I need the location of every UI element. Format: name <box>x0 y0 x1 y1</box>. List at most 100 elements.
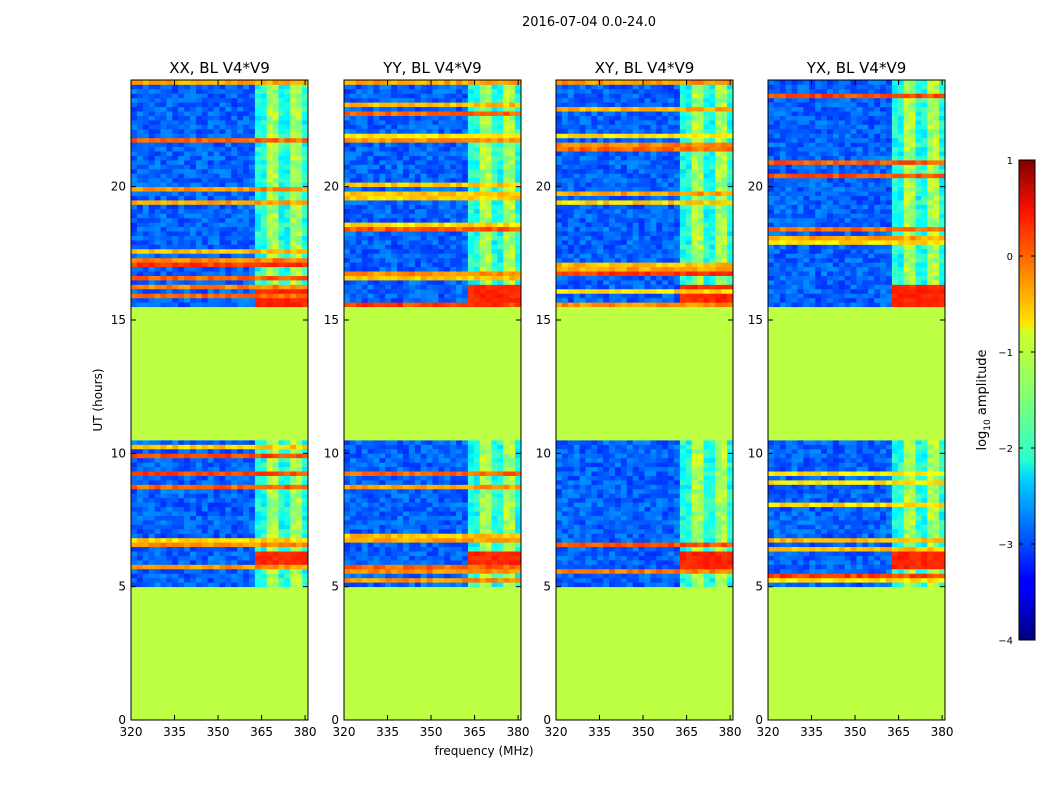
heatmap-cell <box>195 408 203 414</box>
heatmap-cell <box>213 395 220 401</box>
heatmap-cell <box>142 640 150 645</box>
heatmap-cell <box>166 311 173 316</box>
heatmap-cell <box>172 480 179 485</box>
heatmap-cell <box>136 235 144 241</box>
heatmap-cell <box>213 360 220 365</box>
heatmap-cell <box>456 706 463 712</box>
heatmap-cell <box>290 342 297 348</box>
heatmap-cell <box>131 275 138 281</box>
heatmap-cell <box>225 671 232 676</box>
heatmap-cell <box>136 573 144 579</box>
heatmap-cell <box>302 635 308 641</box>
heatmap-cell <box>201 160 209 165</box>
heatmap-cell <box>172 493 179 499</box>
heatmap-cell <box>148 146 155 152</box>
heatmap-cell <box>225 284 232 290</box>
heatmap-cell <box>154 488 161 494</box>
heatmap-cell <box>131 306 138 312</box>
heatmap-cell <box>184 480 191 485</box>
heatmap-cell <box>260 128 268 134</box>
heatmap-cell <box>284 240 291 245</box>
heatmap-cell <box>148 284 155 290</box>
heatmap-cell <box>249 257 256 263</box>
heatmap-cell <box>278 102 285 108</box>
heatmap-cell <box>344 671 351 676</box>
heatmap-cell <box>290 315 297 321</box>
heatmap-cell <box>302 293 308 299</box>
heatmap-cell <box>254 231 262 236</box>
heatmap-cell <box>302 195 308 201</box>
heatmap-cell <box>148 328 155 334</box>
heatmap-cell <box>207 222 214 228</box>
heatmap-cell <box>284 537 291 543</box>
heatmap-cell <box>260 604 268 610</box>
heatmap-cell <box>190 315 197 321</box>
heatmap-cell <box>272 560 279 565</box>
heatmap-cell <box>225 373 232 379</box>
heatmap-cell <box>142 408 150 414</box>
heatmap-cell <box>444 675 451 681</box>
heatmap-cell <box>260 351 268 356</box>
heatmap-cell <box>142 631 150 636</box>
heatmap-cell <box>278 146 285 152</box>
heatmap-cell <box>172 297 179 303</box>
heatmap-cell <box>225 311 232 316</box>
heatmap-cell <box>249 311 256 316</box>
heatmap-cell <box>290 515 297 521</box>
heatmap-cell <box>249 448 256 454</box>
heatmap-cell <box>260 297 268 303</box>
heatmap-cell <box>243 195 250 201</box>
heatmap-cell <box>237 511 244 516</box>
heatmap-cell <box>184 617 191 623</box>
heatmap-cell <box>131 386 138 392</box>
heatmap-cell <box>266 160 273 165</box>
heatmap-cell <box>154 173 161 179</box>
heatmap-cell <box>278 93 285 99</box>
heatmap-cell <box>184 146 191 152</box>
heatmap-cell <box>201 320 209 325</box>
heatmap-cell <box>172 537 179 543</box>
heatmap-cell <box>166 271 173 276</box>
heatmap-cell <box>503 697 510 703</box>
heatmap-cell <box>249 328 256 334</box>
heatmap-cell <box>266 368 273 374</box>
heatmap-cell <box>243 435 250 441</box>
heatmap-cell <box>219 600 226 605</box>
heatmap-cell <box>148 111 155 116</box>
heatmap-cell <box>266 520 273 525</box>
heatmap-cell <box>213 182 220 188</box>
heatmap-cell <box>272 493 279 499</box>
heatmap-cell <box>172 186 179 192</box>
heatmap-cell <box>278 240 285 245</box>
heatmap-cell <box>426 680 433 685</box>
heatmap-cell <box>201 475 209 481</box>
heatmap-cell <box>237 475 244 481</box>
heatmap-cell <box>296 653 303 659</box>
heatmap-cell <box>178 137 185 143</box>
heatmap-cell <box>172 280 179 285</box>
heatmap-cell <box>243 328 250 334</box>
heatmap-cell <box>148 524 155 530</box>
heatmap-cell <box>260 142 268 148</box>
heatmap-cell <box>166 204 173 210</box>
heatmap-cell <box>272 182 279 188</box>
heatmap-cell <box>266 346 273 352</box>
heatmap-cell <box>296 368 303 374</box>
heatmap-cell <box>136 373 144 379</box>
heatmap-cell <box>272 271 279 276</box>
heatmap-cell <box>284 466 291 472</box>
heatmap-cell <box>302 271 308 276</box>
heatmap-cell <box>142 613 150 619</box>
heatmap-cell <box>379 693 386 699</box>
heatmap-cell <box>219 257 226 263</box>
heatmap-cell <box>201 573 209 579</box>
heatmap-cell <box>219 137 226 143</box>
heatmap-cell <box>290 453 297 459</box>
heatmap-cell <box>296 235 303 241</box>
heatmap-cell <box>142 191 150 196</box>
heatmap-cell <box>213 528 220 534</box>
heatmap-cell <box>349 648 357 654</box>
heatmap-cell <box>172 684 179 690</box>
heatmap-cell <box>243 168 250 174</box>
heatmap-cell <box>166 502 173 508</box>
